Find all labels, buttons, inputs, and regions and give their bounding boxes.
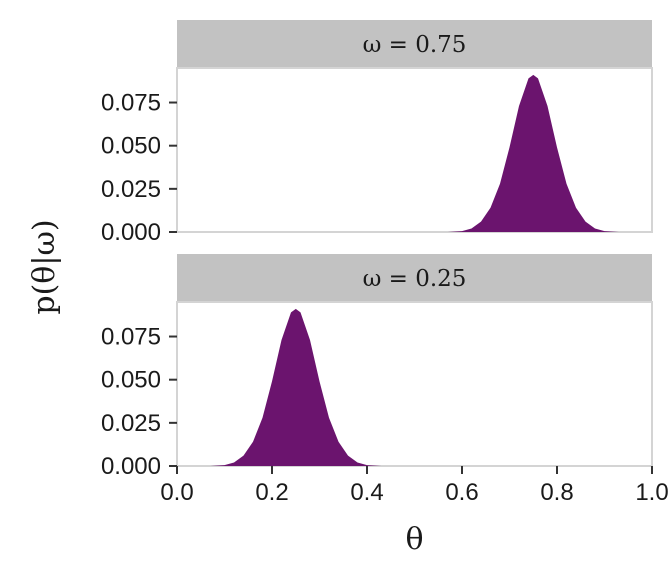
facet-bottom-y-tick-label-0: 0.000 xyxy=(101,453,161,480)
facet-top-y-tick-label-3: 0.075 xyxy=(101,90,161,117)
facet-top-y-tick-label-1: 0.025 xyxy=(101,176,161,203)
x-axis-title: θ xyxy=(405,522,423,557)
facet-top-strip xyxy=(177,20,652,68)
facet-top-y-axis: 0.000 0.025 0.050 0.075 xyxy=(101,90,177,246)
x-tick-label-4: 0.8 xyxy=(540,479,573,506)
facet-bottom-y-axis: 0.000 0.025 0.050 0.075 xyxy=(101,324,177,480)
facet-bottom-y-tick-label-1: 0.025 xyxy=(101,410,161,437)
facet-top-panel xyxy=(176,67,653,233)
facet-top: ω = 0.75 0.000 0.025 0.050 0.075 xyxy=(101,20,653,246)
x-tick-label-3: 0.6 xyxy=(445,479,478,506)
x-axis: 0.0 0.2 0.4 0.6 0.8 1.0 xyxy=(160,466,669,506)
x-tick-label-1: 0.2 xyxy=(255,479,288,506)
facet-bottom-density-area xyxy=(210,308,382,466)
facet-bottom-strip xyxy=(177,254,652,302)
facet-bottom-y-tick-label-3: 0.075 xyxy=(101,324,161,351)
facet-bottom: ω = 0.25 0.000 0.025 0.050 0.075 xyxy=(101,254,653,480)
facet-top-y-tick-label-0: 0.000 xyxy=(101,219,161,246)
facet-top-density-area xyxy=(447,74,619,233)
x-tick-label-2: 0.4 xyxy=(350,479,383,506)
y-axis-title: p(θ|ω) xyxy=(27,219,62,314)
facet-top-strip-label: ω = 0.75 xyxy=(363,32,467,58)
x-tick-label-0: 0.0 xyxy=(160,479,193,506)
facet-bottom-strip-label: ω = 0.25 xyxy=(363,266,467,292)
facet-bottom-y-tick-label-2: 0.050 xyxy=(101,367,161,394)
facet-top-y-tick-label-2: 0.050 xyxy=(101,133,161,160)
facet-bottom-panel xyxy=(176,301,653,467)
x-tick-label-5: 1.0 xyxy=(635,479,668,506)
